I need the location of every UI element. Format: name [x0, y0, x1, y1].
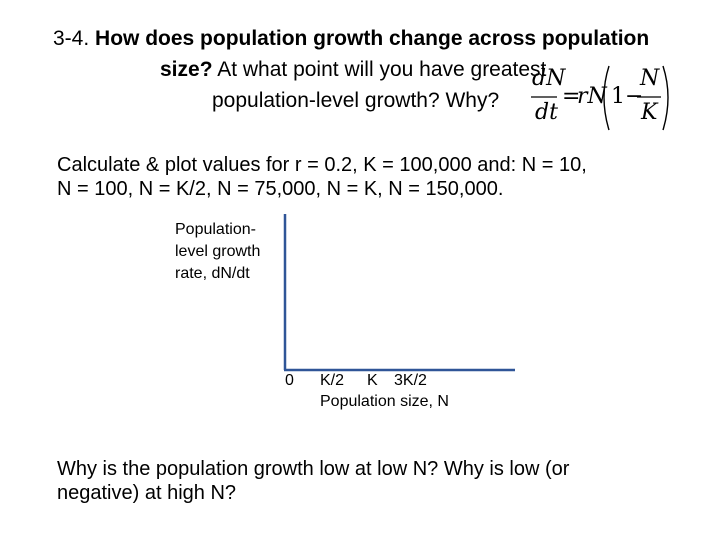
equation-dN: dN: [532, 66, 566, 91]
equation-N: N: [640, 66, 660, 91]
x-tick-label: 0: [285, 372, 294, 389]
title-bold-text-2: size?: [160, 58, 213, 81]
equation-rN: rN: [577, 84, 607, 109]
y-axis-label-line: rate, dN/dt: [175, 265, 250, 282]
slide-title-line-2: size? At what point will you have greate…: [160, 57, 546, 83]
equation-one-minus: 1−: [611, 84, 644, 109]
title-text-2: At what point will you have greatest: [212, 58, 547, 81]
equation-K: K: [641, 100, 658, 125]
y-axis-label: Population- level growth rate, dN/dt: [175, 219, 285, 285]
x-tick-label: 3K/2: [394, 372, 427, 389]
equation-equals: =: [562, 84, 581, 109]
equation-right-paren: [662, 65, 669, 131]
question-number: 3-4.: [53, 27, 96, 50]
equation-left-paren: [603, 65, 610, 131]
x-tick-label: K/2: [320, 372, 345, 389]
y-axis-label-line: level growth: [175, 243, 261, 260]
instruction-line-2: N = 100, N = K/2, N = 75,000, N = K, N =…: [57, 178, 504, 200]
slide-title-line-3: population-level growth? Why?: [212, 89, 500, 112]
slide-title-line-1: 3-4. How does population growth change a…: [53, 26, 649, 52]
instruction-line-1: Calculate & plot values for r = 0.2, K =…: [57, 154, 587, 176]
y-axis-label-line: Population-: [175, 221, 256, 238]
x-tick-label: K: [367, 372, 378, 389]
equation-dt: dt: [535, 100, 558, 125]
x-axis-label: Population size, N: [320, 393, 449, 410]
equation-lines: [531, 65, 669, 131]
logistic-equation: dN dt = rN 1− N K: [527, 60, 673, 134]
question-line-1: Why is the population growth low at low …: [57, 458, 570, 480]
question-line-2: negative) at high N?: [57, 482, 237, 504]
title-bold-text: How does population growth change across…: [95, 27, 650, 50]
